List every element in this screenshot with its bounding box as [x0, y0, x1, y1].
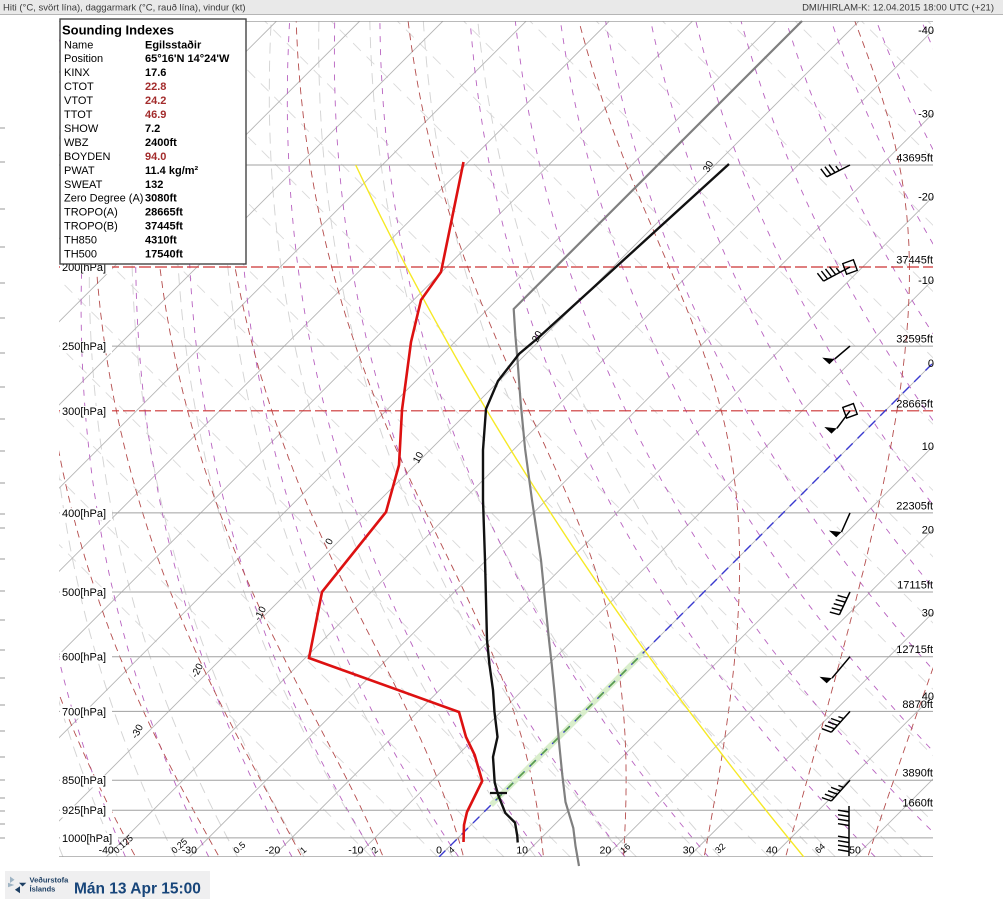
svg-text:Zero Degree (A): Zero Degree (A)	[64, 193, 143, 205]
svg-text:7.2: 7.2	[145, 123, 160, 135]
svg-text:28665ft: 28665ft	[896, 398, 933, 410]
svg-text:3080ft: 3080ft	[145, 193, 177, 205]
svg-text:-20: -20	[918, 192, 934, 204]
svg-text:22.8: 22.8	[145, 81, 166, 93]
svg-text:-30: -30	[182, 845, 197, 857]
svg-text:28665ft: 28665ft	[145, 207, 183, 219]
svg-text:4310ft: 4310ft	[145, 235, 177, 247]
svg-text:BOYDEN: BOYDEN	[64, 151, 111, 163]
svg-text:10: 10	[922, 441, 934, 453]
svg-text:0: 0	[436, 845, 442, 857]
svg-text:20: 20	[530, 329, 545, 344]
svg-text:CTOT: CTOT	[64, 81, 94, 93]
svg-text:10: 10	[411, 450, 426, 465]
svg-text:50: 50	[849, 845, 861, 857]
svg-text:TROPO(B): TROPO(B)	[64, 221, 118, 233]
svg-text:PWAT: PWAT	[64, 165, 95, 177]
svg-text:TH500: TH500	[64, 249, 97, 261]
svg-text:65°16'N 14°24'W: 65°16'N 14°24'W	[145, 53, 230, 65]
svg-text:Sounding Indexes: Sounding Indexes	[62, 23, 174, 38]
svg-text:-10: -10	[918, 275, 934, 287]
svg-text:4: 4	[446, 845, 456, 856]
svg-text:WBZ: WBZ	[64, 137, 89, 149]
svg-text:-40: -40	[918, 25, 934, 37]
svg-text:DMI/HIRLAM-K: 12.04.2015 18:00: DMI/HIRLAM-K: 12.04.2015 18:00 UTC (+21)	[802, 3, 994, 14]
svg-text:SWEAT: SWEAT	[64, 179, 103, 191]
svg-text:37445ft: 37445ft	[896, 255, 933, 267]
svg-text:Hiti (°C, svört lína), daggarm: Hiti (°C, svört lína), daggarmark (°C, r…	[3, 3, 246, 14]
svg-text:10: 10	[516, 845, 528, 857]
svg-text:925[hPa]: 925[hPa]	[62, 805, 106, 817]
svg-text:Íslands: Íslands	[30, 885, 56, 894]
svg-text:30: 30	[701, 159, 716, 174]
svg-text:46.9: 46.9	[145, 109, 166, 121]
svg-text:11.4 kg/m²: 11.4 kg/m²	[145, 165, 199, 177]
svg-text:3890ft: 3890ft	[902, 768, 933, 780]
svg-text:-30: -30	[918, 108, 934, 120]
svg-text:TTOT: TTOT	[64, 109, 93, 121]
svg-text:2400ft: 2400ft	[145, 137, 177, 149]
svg-text:12715ft: 12715ft	[896, 644, 933, 656]
svg-text:64: 64	[813, 841, 827, 855]
svg-text:250[hPa]: 250[hPa]	[62, 341, 106, 353]
svg-text:VTOT: VTOT	[64, 95, 93, 107]
svg-text:600[hPa]: 600[hPa]	[62, 652, 106, 664]
svg-text:22305ft: 22305ft	[896, 500, 933, 512]
svg-text:-20: -20	[265, 845, 280, 857]
svg-text:94.0: 94.0	[145, 151, 166, 163]
svg-text:2: 2	[369, 845, 379, 856]
svg-text:850[hPa]: 850[hPa]	[62, 775, 106, 787]
svg-text:1000[hPa]: 1000[hPa]	[62, 833, 112, 845]
svg-text:16: 16	[618, 841, 632, 855]
svg-text:43695ft: 43695ft	[896, 152, 933, 164]
svg-text:TROPO(A): TROPO(A)	[64, 207, 118, 219]
svg-text:1: 1	[298, 845, 308, 856]
svg-text:TH850: TH850	[64, 235, 97, 247]
svg-text:0: 0	[324, 536, 337, 546]
svg-text:-10: -10	[348, 845, 363, 857]
svg-text:700[hPa]: 700[hPa]	[62, 706, 106, 718]
svg-text:SHOW: SHOW	[64, 123, 99, 135]
svg-text:40: 40	[766, 845, 778, 857]
svg-text:30: 30	[922, 608, 934, 620]
svg-text:-40: -40	[99, 845, 114, 857]
svg-text:1660ft: 1660ft	[902, 798, 933, 810]
svg-text:32: 32	[713, 841, 727, 855]
svg-text:Mán 13 Apr 15:00: Mán 13 Apr 15:00	[74, 881, 201, 898]
svg-text:0: 0	[928, 358, 934, 370]
svg-text:Name: Name	[64, 39, 93, 51]
svg-text:20: 20	[922, 524, 934, 536]
svg-text:Egilsstaðir: Egilsstaðir	[145, 39, 202, 51]
svg-text:17540ft: 17540ft	[145, 249, 183, 261]
svg-text:132: 132	[145, 179, 163, 191]
svg-text:17.6: 17.6	[145, 67, 166, 79]
svg-text:Position: Position	[64, 53, 103, 65]
svg-text:200[hPa]: 200[hPa]	[62, 262, 106, 274]
svg-text:300[hPa]: 300[hPa]	[62, 406, 106, 418]
svg-text:500[hPa]: 500[hPa]	[62, 587, 106, 599]
svg-text:40: 40	[922, 691, 934, 703]
svg-text:37445ft: 37445ft	[145, 221, 183, 233]
svg-text:KINX: KINX	[64, 67, 90, 79]
svg-text:8870ft: 8870ft	[902, 699, 933, 711]
svg-text:30: 30	[683, 845, 695, 857]
svg-text:20: 20	[600, 845, 612, 857]
svg-text:400[hPa]: 400[hPa]	[62, 508, 106, 520]
svg-text:Veðurstofa: Veðurstofa	[30, 876, 70, 885]
svg-text:24.2: 24.2	[145, 95, 166, 107]
svg-text:17115ft: 17115ft	[897, 580, 933, 592]
svg-text:32595ft: 32595ft	[896, 334, 933, 346]
